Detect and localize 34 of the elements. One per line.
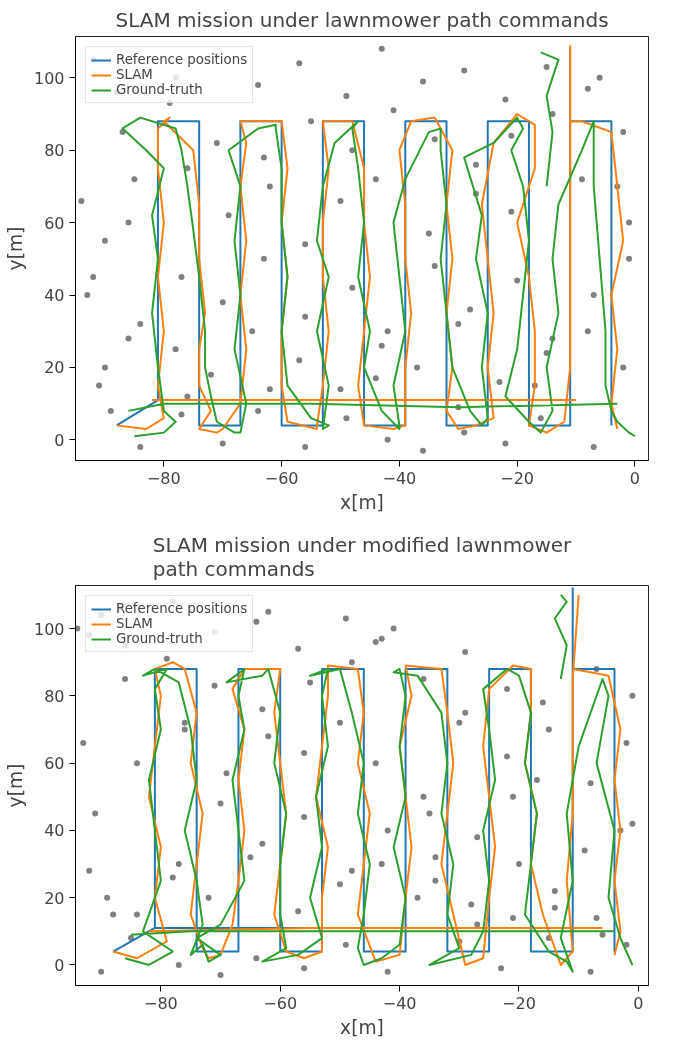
y-tick-label: 60 <box>44 754 65 774</box>
y-tick-label: 60 <box>44 213 65 233</box>
y-axis-title: y[m] <box>4 226 26 271</box>
legend-label: Ground-truth <box>116 631 203 646</box>
y-tick-label: 100 <box>33 68 65 88</box>
chart-title: SLAM mission under modified lawnmower path commands <box>152 532 573 581</box>
x-tick-label: −40 <box>382 993 417 1013</box>
x-tick-label: −20 <box>502 993 536 1013</box>
legend-label: SLAM <box>116 67 153 82</box>
y-tick-label: 20 <box>44 888 65 908</box>
x-tick-label: −80 <box>146 468 181 488</box>
x-axis-title: x[m] <box>340 491 384 513</box>
x-tick-label: −80 <box>143 993 178 1013</box>
x-tick-label: −40 <box>382 468 417 488</box>
x-tick-label: 0 <box>633 993 644 1013</box>
chart-title: SLAM mission under lawnmower path commands <box>115 7 609 32</box>
y-tick-label: 0 <box>54 430 65 450</box>
x-tick-label: −60 <box>264 468 299 488</box>
y-tick-label: 40 <box>44 286 65 306</box>
y-axis-title: y[m] <box>4 763 26 808</box>
legend-label: Reference positions <box>116 601 248 616</box>
x-tick-label: −60 <box>263 993 298 1013</box>
y-tick-label: 100 <box>33 619 65 639</box>
legend-label: SLAM <box>116 616 153 631</box>
legend-label: Reference positions <box>116 52 248 67</box>
legend-label: Ground-truth <box>116 82 203 97</box>
x-tick-label: −20 <box>500 468 535 488</box>
y-tick-label: 40 <box>44 821 65 841</box>
y-tick-label: 0 <box>54 955 65 975</box>
y-tick-label: 80 <box>44 686 65 706</box>
x-axis-title: x[m] <box>340 1016 384 1038</box>
y-tick-label: 20 <box>44 358 65 378</box>
x-tick-label: 0 <box>629 468 641 488</box>
y-tick-label: 80 <box>44 141 65 161</box>
